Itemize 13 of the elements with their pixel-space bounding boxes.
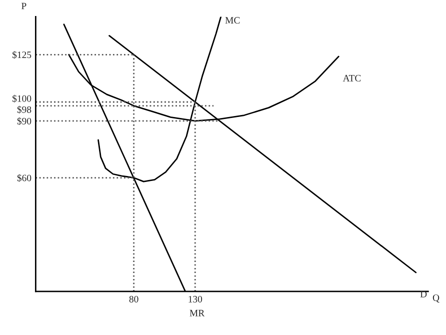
x-axis-title: Q [432, 294, 440, 303]
series-label: ATC [342, 74, 361, 82]
y-tick-label: $125 [12, 50, 32, 59]
y-tick-label: $90 [17, 117, 32, 126]
y-tick-label: $60 [17, 174, 32, 182]
y-axis-title: P [21, 2, 26, 10]
y-tick-label: $100 [12, 94, 32, 102]
series-label: D [420, 290, 427, 298]
x-tick-label: 80 [129, 296, 138, 302]
series-label: MR [190, 310, 205, 316]
series-label: MC [225, 17, 240, 24]
y-tick-label: $98 [17, 106, 32, 114]
x-tick-label: 130 [188, 296, 202, 302]
